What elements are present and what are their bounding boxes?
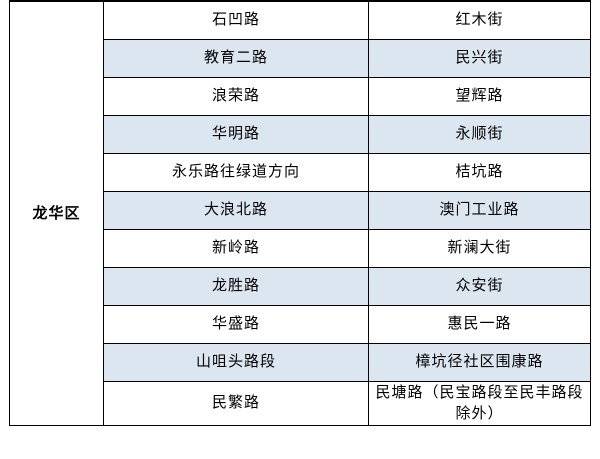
table-row: 民繁路 民塘路（民宝路段至民丰路段除外） xyxy=(10,380,591,426)
road-cell-col2: 华盛路 xyxy=(103,304,369,344)
table-row: 华明路 永顺街 xyxy=(10,114,591,154)
road-cell-col3: 澳门工业路 xyxy=(368,190,591,230)
table-body: 龙华区 石凹路 红木街 教育二路 民兴街 浪荣路 望辉路 华明路 永顺街 xyxy=(9,0,591,426)
road-cell-col3: 民兴街 xyxy=(368,38,591,78)
road-cell-col3: 樟坑径社区围康路 xyxy=(368,342,591,382)
table-row: 教育二路 民兴街 xyxy=(10,38,591,78)
road-cell-col3: 惠民一路 xyxy=(368,304,591,344)
road-cell-col3: 永顺街 xyxy=(368,114,591,154)
table-row: 大浪北路 澳门工业路 xyxy=(10,190,591,230)
road-cell-col2: 浪荣路 xyxy=(103,76,369,116)
road-cell-col3: 望辉路 xyxy=(368,76,591,116)
road-cell-col2: 教育二路 xyxy=(103,38,369,78)
table-row: 山咀头路段 樟坑径社区围康路 xyxy=(10,342,591,382)
road-cell-col3: 新澜大街 xyxy=(368,228,591,268)
road-cell-col3: 桔坑路 xyxy=(368,152,591,192)
table-container: 龙华区 石凹路 红木街 教育二路 民兴街 浪荣路 望辉路 华明路 永顺街 xyxy=(9,0,591,426)
road-cell-col2: 民繁路 xyxy=(103,380,369,426)
road-cell-col3: 民塘路（民宝路段至民丰路段除外） xyxy=(368,380,591,426)
table-row: 龙华区 石凹路 红木街 xyxy=(9,0,591,426)
road-cell-col2: 华明路 xyxy=(103,114,369,154)
road-name-table: 龙华区 石凹路 红木街 教育二路 民兴街 浪荣路 望辉路 华明路 永顺街 xyxy=(9,0,591,426)
table-row: 永乐路往绿道方向 桔坑路 xyxy=(10,152,591,192)
road-cell-col2: 新岭路 xyxy=(103,228,369,268)
table-row: 华盛路 惠民一路 xyxy=(10,304,591,344)
district-cell: 龙华区 xyxy=(9,0,104,426)
table-row: 龙胜路 众安街 xyxy=(10,266,591,306)
road-cell-col2: 山咀头路段 xyxy=(103,342,369,382)
table-row: 新岭路 新澜大街 xyxy=(10,228,591,268)
road-cell-col2: 龙胜路 xyxy=(103,266,369,306)
road-cell-col2: 大浪北路 xyxy=(103,190,369,230)
road-cell-col3: 众安街 xyxy=(368,266,591,306)
road-cell-col2: 石凹路 xyxy=(103,0,369,40)
road-cell-col2: 永乐路往绿道方向 xyxy=(103,152,369,192)
road-cell-col3: 红木街 xyxy=(368,0,591,40)
